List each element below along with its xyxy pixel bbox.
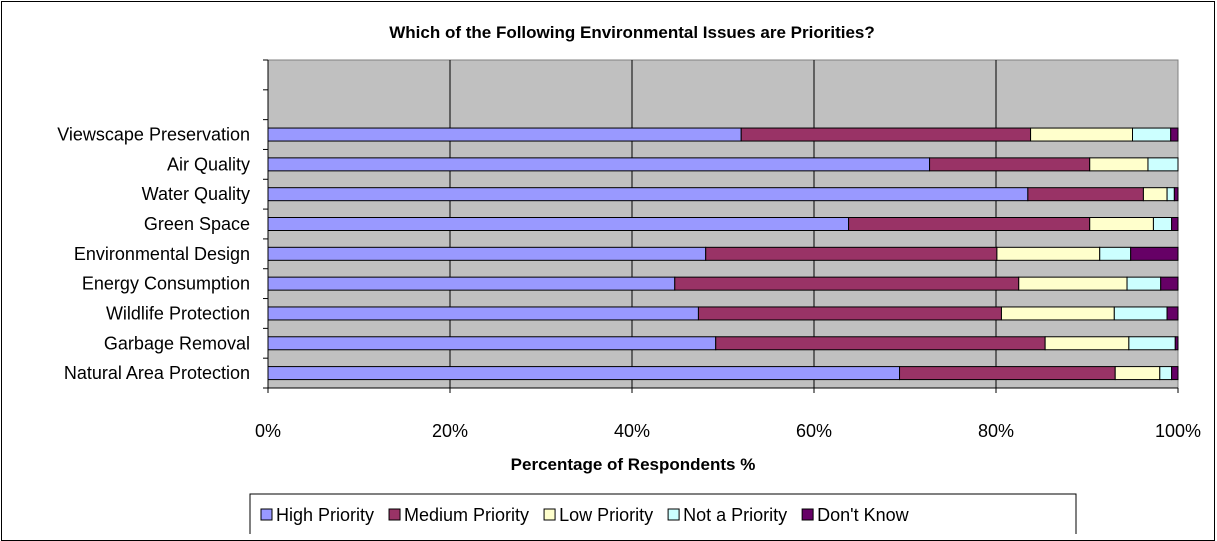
x-axis-label: Percentage of Respondents % xyxy=(511,455,756,474)
bar-segment xyxy=(1147,157,1179,172)
bar-segment xyxy=(267,336,717,351)
legend-label: Low Priority xyxy=(559,505,653,525)
bar-segment xyxy=(1089,157,1149,172)
bar-segment xyxy=(267,306,699,321)
bar-segment xyxy=(1027,187,1144,202)
axes xyxy=(263,59,1179,393)
legend-label: Not a Priority xyxy=(683,505,787,525)
chart-title: Which of the Following Environmental Iss… xyxy=(389,23,875,42)
bar-segment xyxy=(1170,127,1179,142)
bar-segment xyxy=(267,217,850,231)
category-label: Environmental Design xyxy=(74,244,250,264)
bar-segment xyxy=(1166,187,1175,202)
legend-label: Medium Priority xyxy=(404,505,529,525)
bar-segment xyxy=(1044,336,1130,351)
bar-segment xyxy=(1171,366,1179,381)
bar-segment xyxy=(267,366,901,381)
legend-box xyxy=(249,493,1077,534)
category-label: Air Quality xyxy=(167,154,250,174)
bar-segment xyxy=(848,217,1091,231)
x-tick-label: 40% xyxy=(614,421,650,441)
bar-segment xyxy=(929,157,1091,172)
legend: High Priority Medium Priority Low Priority… xyxy=(260,505,910,525)
bar-segment xyxy=(1126,276,1162,291)
bar-segment xyxy=(1114,366,1161,381)
bar-segment xyxy=(1000,306,1115,321)
x-tick-labels: 0% 20% 40% 60% 80% 100% xyxy=(255,421,1201,441)
legend-swatch xyxy=(260,508,273,521)
category-labels: Viewscape Preservation Air Quality Water Q… xyxy=(57,125,250,384)
category-label: Water Quality xyxy=(142,184,250,204)
legend-swatch xyxy=(667,508,680,521)
bar-segment xyxy=(1132,127,1172,142)
bar-segment xyxy=(267,127,742,142)
bar-segment xyxy=(1160,276,1179,291)
x-tick-label: 80% xyxy=(978,421,1014,441)
bar-segment xyxy=(1113,306,1168,321)
bar-segment xyxy=(1166,306,1179,321)
bar-segment xyxy=(1099,246,1132,261)
category-label: Energy Consumption xyxy=(82,274,250,294)
bar-segment xyxy=(1173,187,1179,202)
bar-segment xyxy=(697,306,1002,321)
category-label: Green Space xyxy=(144,214,250,234)
bar-segment xyxy=(1174,336,1179,351)
legend-swatch xyxy=(801,508,814,521)
bar-segment xyxy=(1171,217,1179,231)
bar-segment xyxy=(267,157,931,172)
bar-segment xyxy=(1030,127,1133,142)
bar-segment xyxy=(1130,246,1179,261)
bar-segment xyxy=(267,276,676,291)
legend-label: High Priority xyxy=(276,505,374,525)
bar-segment xyxy=(267,246,707,261)
bar-segment xyxy=(899,366,1116,381)
x-tick-label: 60% xyxy=(796,421,832,441)
legend-swatch xyxy=(388,508,401,521)
bar-segment xyxy=(267,187,1029,202)
bar-segment xyxy=(740,127,1032,142)
bar-segment xyxy=(1159,366,1173,381)
bar-segment xyxy=(996,246,1101,261)
category-label: Natural Area Protection xyxy=(64,363,250,383)
bar-segment xyxy=(1128,336,1176,351)
x-tick-label: 0% xyxy=(255,421,281,441)
bar-segment xyxy=(1142,187,1168,202)
category-label: Garbage Removal xyxy=(104,333,250,353)
x-tick-label: 100% xyxy=(1155,421,1201,441)
category-label: Viewscape Preservation xyxy=(57,125,250,145)
category-label: Wildlife Protection xyxy=(106,303,250,323)
bar-segment xyxy=(1018,276,1128,291)
bar-segment xyxy=(705,246,998,261)
legend-label: Don't Know xyxy=(817,505,909,525)
bar-segment xyxy=(715,336,1046,351)
bar-segment xyxy=(1152,217,1173,231)
bars xyxy=(267,127,1179,381)
x-tick-label: 20% xyxy=(432,421,468,441)
legend-swatch xyxy=(543,508,556,521)
bar-segment xyxy=(674,276,1020,291)
bar-segment xyxy=(1089,217,1154,231)
